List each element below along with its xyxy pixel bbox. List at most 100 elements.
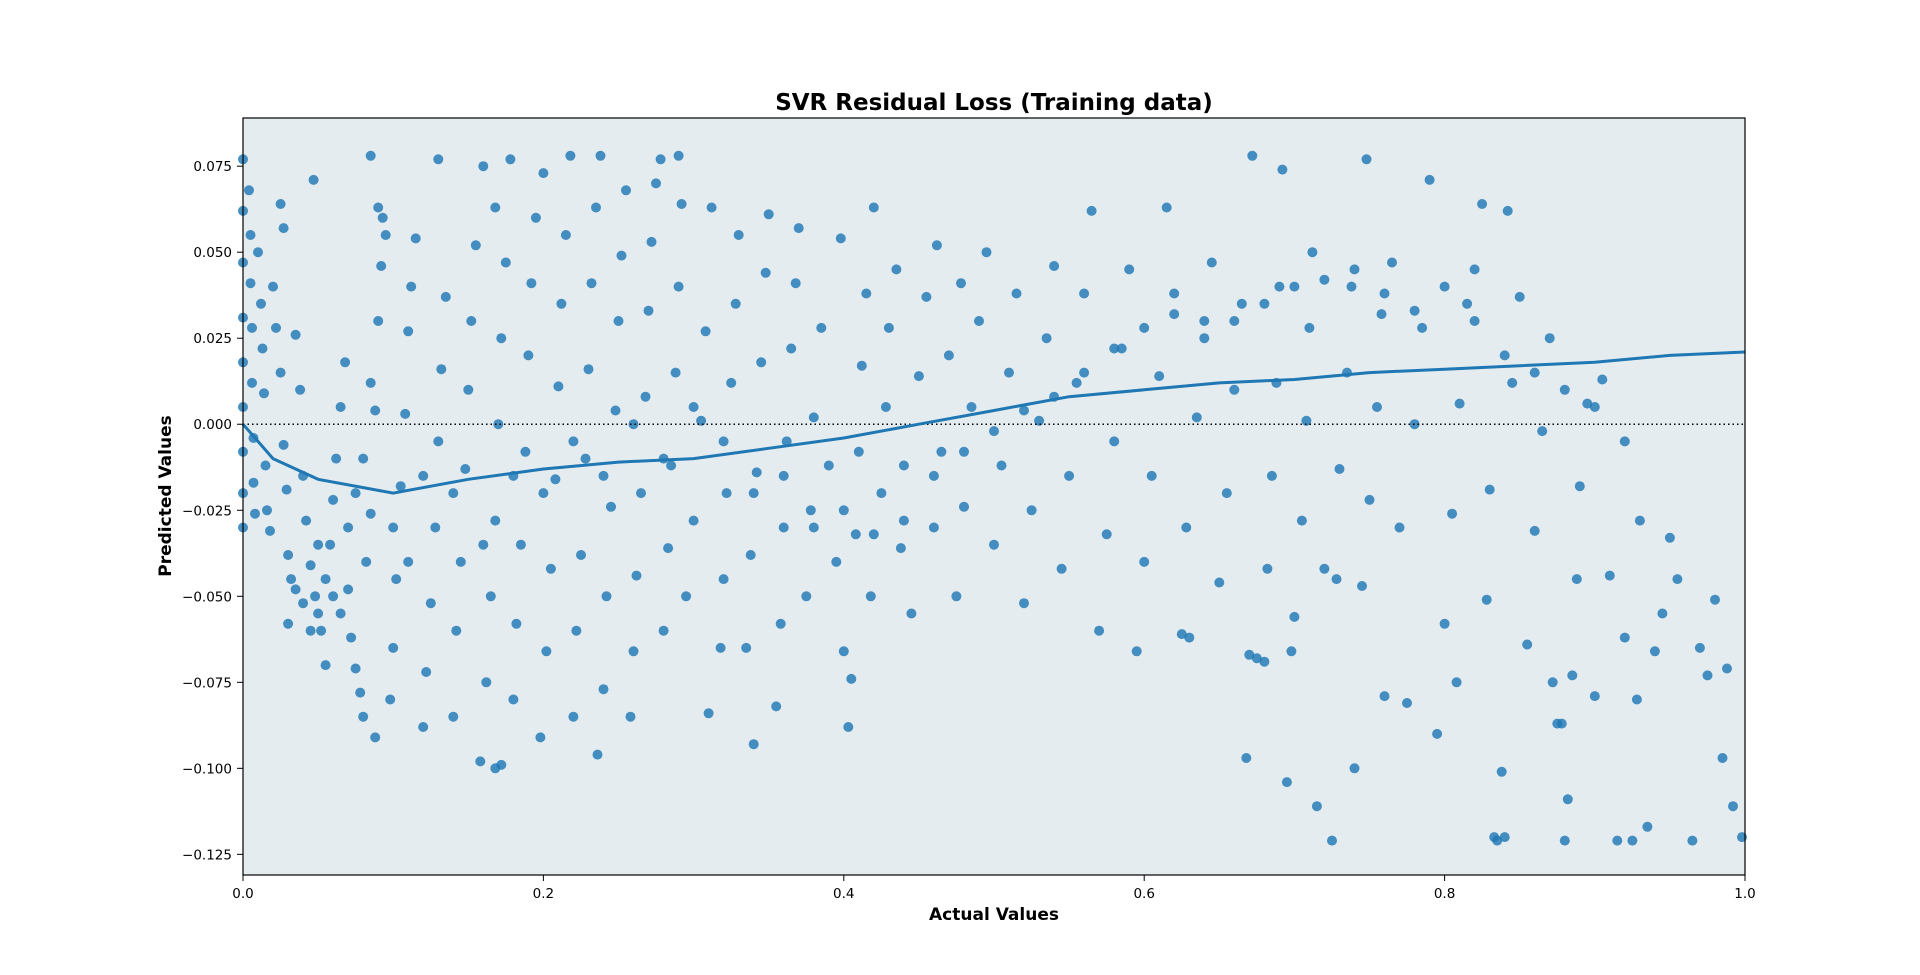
scatter-point xyxy=(250,508,260,519)
scatter-point xyxy=(515,539,526,550)
scatter-point xyxy=(470,240,481,251)
scatter-point xyxy=(1289,611,1300,622)
scatter-point xyxy=(1349,264,1360,275)
scatter-point xyxy=(1454,398,1465,409)
scatter-point xyxy=(475,756,486,767)
scatter-point xyxy=(1562,794,1573,805)
scatter-point xyxy=(1286,646,1297,657)
scatter-point xyxy=(1041,333,1052,344)
scatter-point xyxy=(931,240,942,251)
scatter-point xyxy=(1481,594,1492,605)
scatter-point xyxy=(1331,574,1342,585)
scatter-point xyxy=(565,150,576,161)
scatter-point xyxy=(1529,525,1540,536)
scatter-point xyxy=(271,322,281,333)
scatter-point xyxy=(1086,205,1097,216)
scatter-point xyxy=(496,759,507,770)
scatter-point xyxy=(328,591,339,602)
scatter-point xyxy=(500,257,511,268)
scatter-point xyxy=(1619,436,1630,447)
scatter-point xyxy=(808,412,819,423)
scatter-point xyxy=(751,467,762,478)
scatter-point xyxy=(1139,322,1150,333)
scatter-point xyxy=(463,384,474,395)
scatter-point xyxy=(391,574,402,585)
scatter-point xyxy=(1319,563,1330,574)
scatter-point xyxy=(666,460,677,471)
scatter-point xyxy=(1184,632,1195,643)
scatter-point xyxy=(643,305,654,316)
scatter-point xyxy=(325,539,336,550)
scatter-point xyxy=(1582,398,1593,409)
scatter-point xyxy=(275,199,286,209)
x-tick-label: 0.2 xyxy=(533,886,554,902)
scatter-point xyxy=(1589,402,1600,412)
scatter-point xyxy=(541,646,552,657)
scatter-point xyxy=(1199,316,1210,326)
y-axis-label: Predicted Values xyxy=(156,415,176,576)
scatter-point xyxy=(350,663,361,674)
scatter-point xyxy=(831,556,842,567)
scatter-point xyxy=(373,316,384,326)
scatter-point xyxy=(706,202,717,213)
scatter-point xyxy=(989,426,999,437)
scatter-point xyxy=(1176,629,1187,640)
scatter-point xyxy=(726,377,737,388)
scatter-point xyxy=(748,488,759,499)
scatter-point xyxy=(1094,625,1105,636)
scatter-point xyxy=(1301,415,1312,426)
scatter-point xyxy=(1619,632,1630,643)
plot-frame xyxy=(242,117,1746,876)
scatter-point xyxy=(1571,574,1582,585)
scatter-point xyxy=(1657,608,1668,619)
scatter-point xyxy=(1109,343,1120,354)
y-tick-label: −0.050 xyxy=(182,589,232,605)
scatter-point xyxy=(508,694,519,705)
scatter-point xyxy=(951,591,962,602)
scatter-point xyxy=(1327,835,1337,846)
scatter-points xyxy=(238,150,1747,846)
scatter-point xyxy=(658,625,669,636)
scatter-point xyxy=(418,470,429,481)
scatter-point xyxy=(1507,377,1518,388)
scatter-point xyxy=(1372,402,1382,412)
scatter-point xyxy=(781,436,792,447)
scatter-point xyxy=(601,591,612,602)
scatter-point xyxy=(560,230,571,240)
scatter-point xyxy=(448,488,459,499)
scatter-point xyxy=(651,178,661,189)
scatter-point xyxy=(631,570,642,581)
scatter-point xyxy=(455,556,466,567)
scatter-point xyxy=(493,419,504,430)
scatter-point xyxy=(1161,202,1172,213)
scatter-point xyxy=(583,364,594,375)
scatter-point xyxy=(838,646,849,657)
scatter-point xyxy=(625,711,636,722)
scatter-point xyxy=(370,732,381,743)
scatter-point xyxy=(1424,174,1435,185)
scatter-point xyxy=(350,488,361,499)
scatter-point xyxy=(1241,753,1252,763)
scatter-point xyxy=(1547,677,1558,688)
scatter-point xyxy=(244,185,254,196)
scatter-point xyxy=(793,223,804,234)
scatter-point xyxy=(1131,646,1142,657)
scatter-point xyxy=(1064,470,1075,481)
scatter-point xyxy=(1642,821,1653,832)
scatter-point xyxy=(388,642,399,653)
scatter-point xyxy=(1556,718,1567,729)
scatter-point xyxy=(260,460,271,471)
scatter-point xyxy=(715,642,726,653)
scatter-point xyxy=(733,230,744,240)
chart-title: SVR Residual Loss (Training data) xyxy=(775,90,1213,116)
scatter-point xyxy=(868,529,879,540)
scatter-point xyxy=(1154,371,1165,382)
scatter-point xyxy=(313,608,324,619)
scatter-point xyxy=(688,402,699,412)
scatter-point xyxy=(778,522,789,533)
scatter-point xyxy=(259,388,269,399)
scatter-point xyxy=(1101,529,1112,540)
scatter-point xyxy=(283,550,294,560)
scatter-point xyxy=(1307,247,1318,258)
scatter-point xyxy=(1409,419,1420,430)
